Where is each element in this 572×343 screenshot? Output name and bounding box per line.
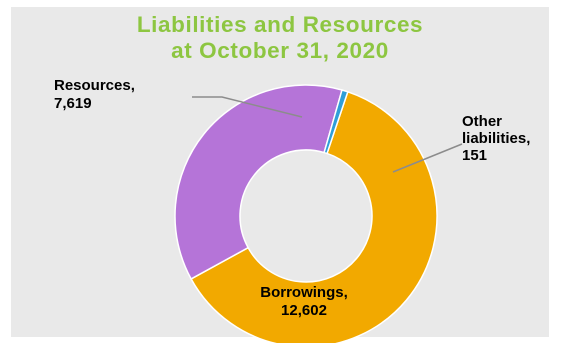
data-label-other-liabilities-line-1: Other	[462, 113, 502, 130]
chart-title-line-1: Liabilities and Resources	[136, 12, 424, 37]
data-label-resources-line-1: Resources,	[54, 77, 135, 94]
slice-borrowings	[190, 90, 438, 343]
slice-other-liabilities	[323, 89, 349, 155]
leader-line-other-liabilities	[392, 143, 463, 173]
data-label-resources-line-2: 7,619	[54, 95, 92, 112]
data-label-other-liabilities-line-3: 151	[462, 147, 487, 164]
data-label-other-liabilities-line-2: liabilities,	[462, 130, 530, 147]
data-label-borrowings-line-2: 12,602	[281, 302, 327, 319]
chart-title-line-2: at October 31, 2020	[171, 38, 389, 63]
slice-resources	[174, 84, 343, 280]
data-label-borrowings-line-1: Borrowings,	[260, 284, 348, 301]
leader-line-resources	[192, 96, 303, 118]
